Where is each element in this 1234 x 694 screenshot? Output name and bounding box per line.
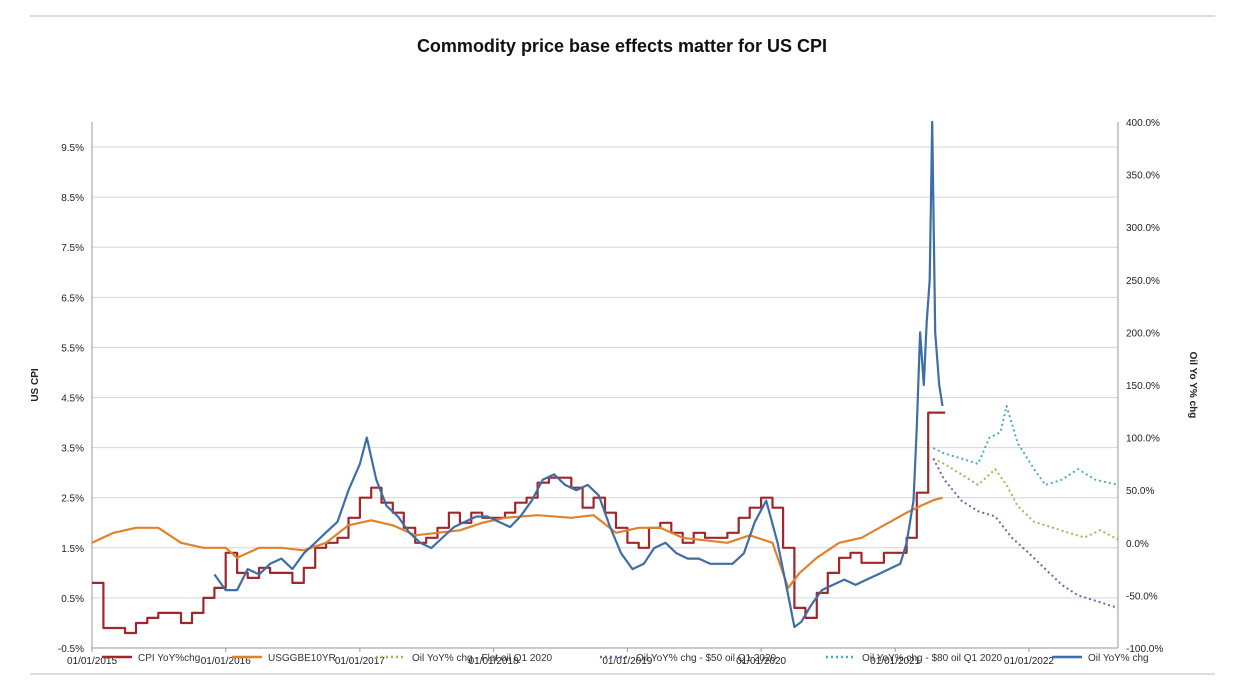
y2-tick-label: 250.0% xyxy=(1126,276,1160,287)
y2-tick-label: 350.0% xyxy=(1126,171,1160,182)
series-line xyxy=(91,496,943,589)
y-tick-label: 4.5% xyxy=(61,394,84,405)
y2-tick-label: 150.0% xyxy=(1126,381,1160,392)
x-tick-label: 01/01/2020 xyxy=(736,656,786,667)
axes: -0.5% 0.5% 1.5% 2.5% 3.5% 4.5% 5.5% 6.5% 7.5% 8.5… xyxy=(58,118,1163,667)
series-lines xyxy=(91,120,1119,635)
x-tick-label: 01/01/2021 xyxy=(870,656,920,667)
y-tick-label: 7.5% xyxy=(61,243,84,254)
y2-tick-label: 50.0% xyxy=(1126,486,1154,497)
y-tick-label: -0.5% xyxy=(58,644,84,655)
y2-tick-label: 300.0% xyxy=(1126,223,1160,234)
series-line xyxy=(932,458,1119,609)
x-tick-label: 01/01/2022 xyxy=(1004,656,1054,667)
y-tick-label: 0.5% xyxy=(61,594,84,605)
y-axis-title: US CPI xyxy=(30,368,41,402)
legend-label: Oil YoY% chg - $80 oil Q1 2020 xyxy=(862,653,1003,664)
x-tick-label: 01/01/2017 xyxy=(335,656,385,667)
x-tick-label: 01/01/2019 xyxy=(602,656,652,667)
y2-tick-label: 400.0% xyxy=(1126,118,1160,129)
legend: CPI YoY%chg USGGBE10YR Oil YoY% chg - Flat… xyxy=(102,653,1149,664)
legend-label: Oil YoY% chg xyxy=(1088,653,1149,664)
y2-tick-label: 200.0% xyxy=(1126,328,1160,339)
legend-label: Oil YoY% chg - $50 oil Q1 2020 xyxy=(636,653,777,664)
y-tick-label: 2.5% xyxy=(61,494,84,505)
y-tick-label: 3.5% xyxy=(61,444,84,455)
y2-tick-label: -100.0% xyxy=(1126,644,1163,655)
y-tick-label: 5.5% xyxy=(61,343,84,354)
y-tick-label: 1.5% xyxy=(61,544,84,555)
y-tick-label: 8.5% xyxy=(61,193,84,204)
legend-label: Oil YoY% chg - Flat oil Q1 2020 xyxy=(412,653,553,664)
legend-label: CPI YoY%chg xyxy=(138,653,200,664)
y-tick-label: 6.5% xyxy=(61,293,84,304)
x-tick-label: 01/01/2016 xyxy=(201,656,251,667)
series-line xyxy=(213,120,944,629)
y-tick-label: 9.5% xyxy=(61,143,84,154)
y2-tick-label: -50.0% xyxy=(1126,591,1158,602)
x-tick-label: 01/01/2018 xyxy=(469,656,519,667)
y2-tick-label: 100.0% xyxy=(1126,434,1160,445)
chart-title: Commodity price base effects matter for … xyxy=(417,36,827,56)
series-line xyxy=(92,411,946,635)
x-tick-label: 01/01/2015 xyxy=(67,656,117,667)
y2-axis-title: Oil Yo Y% chg xyxy=(1187,352,1198,419)
y2-tick-label: 0.0% xyxy=(1126,539,1149,550)
legend-label: USGGBE10YR xyxy=(268,653,336,664)
